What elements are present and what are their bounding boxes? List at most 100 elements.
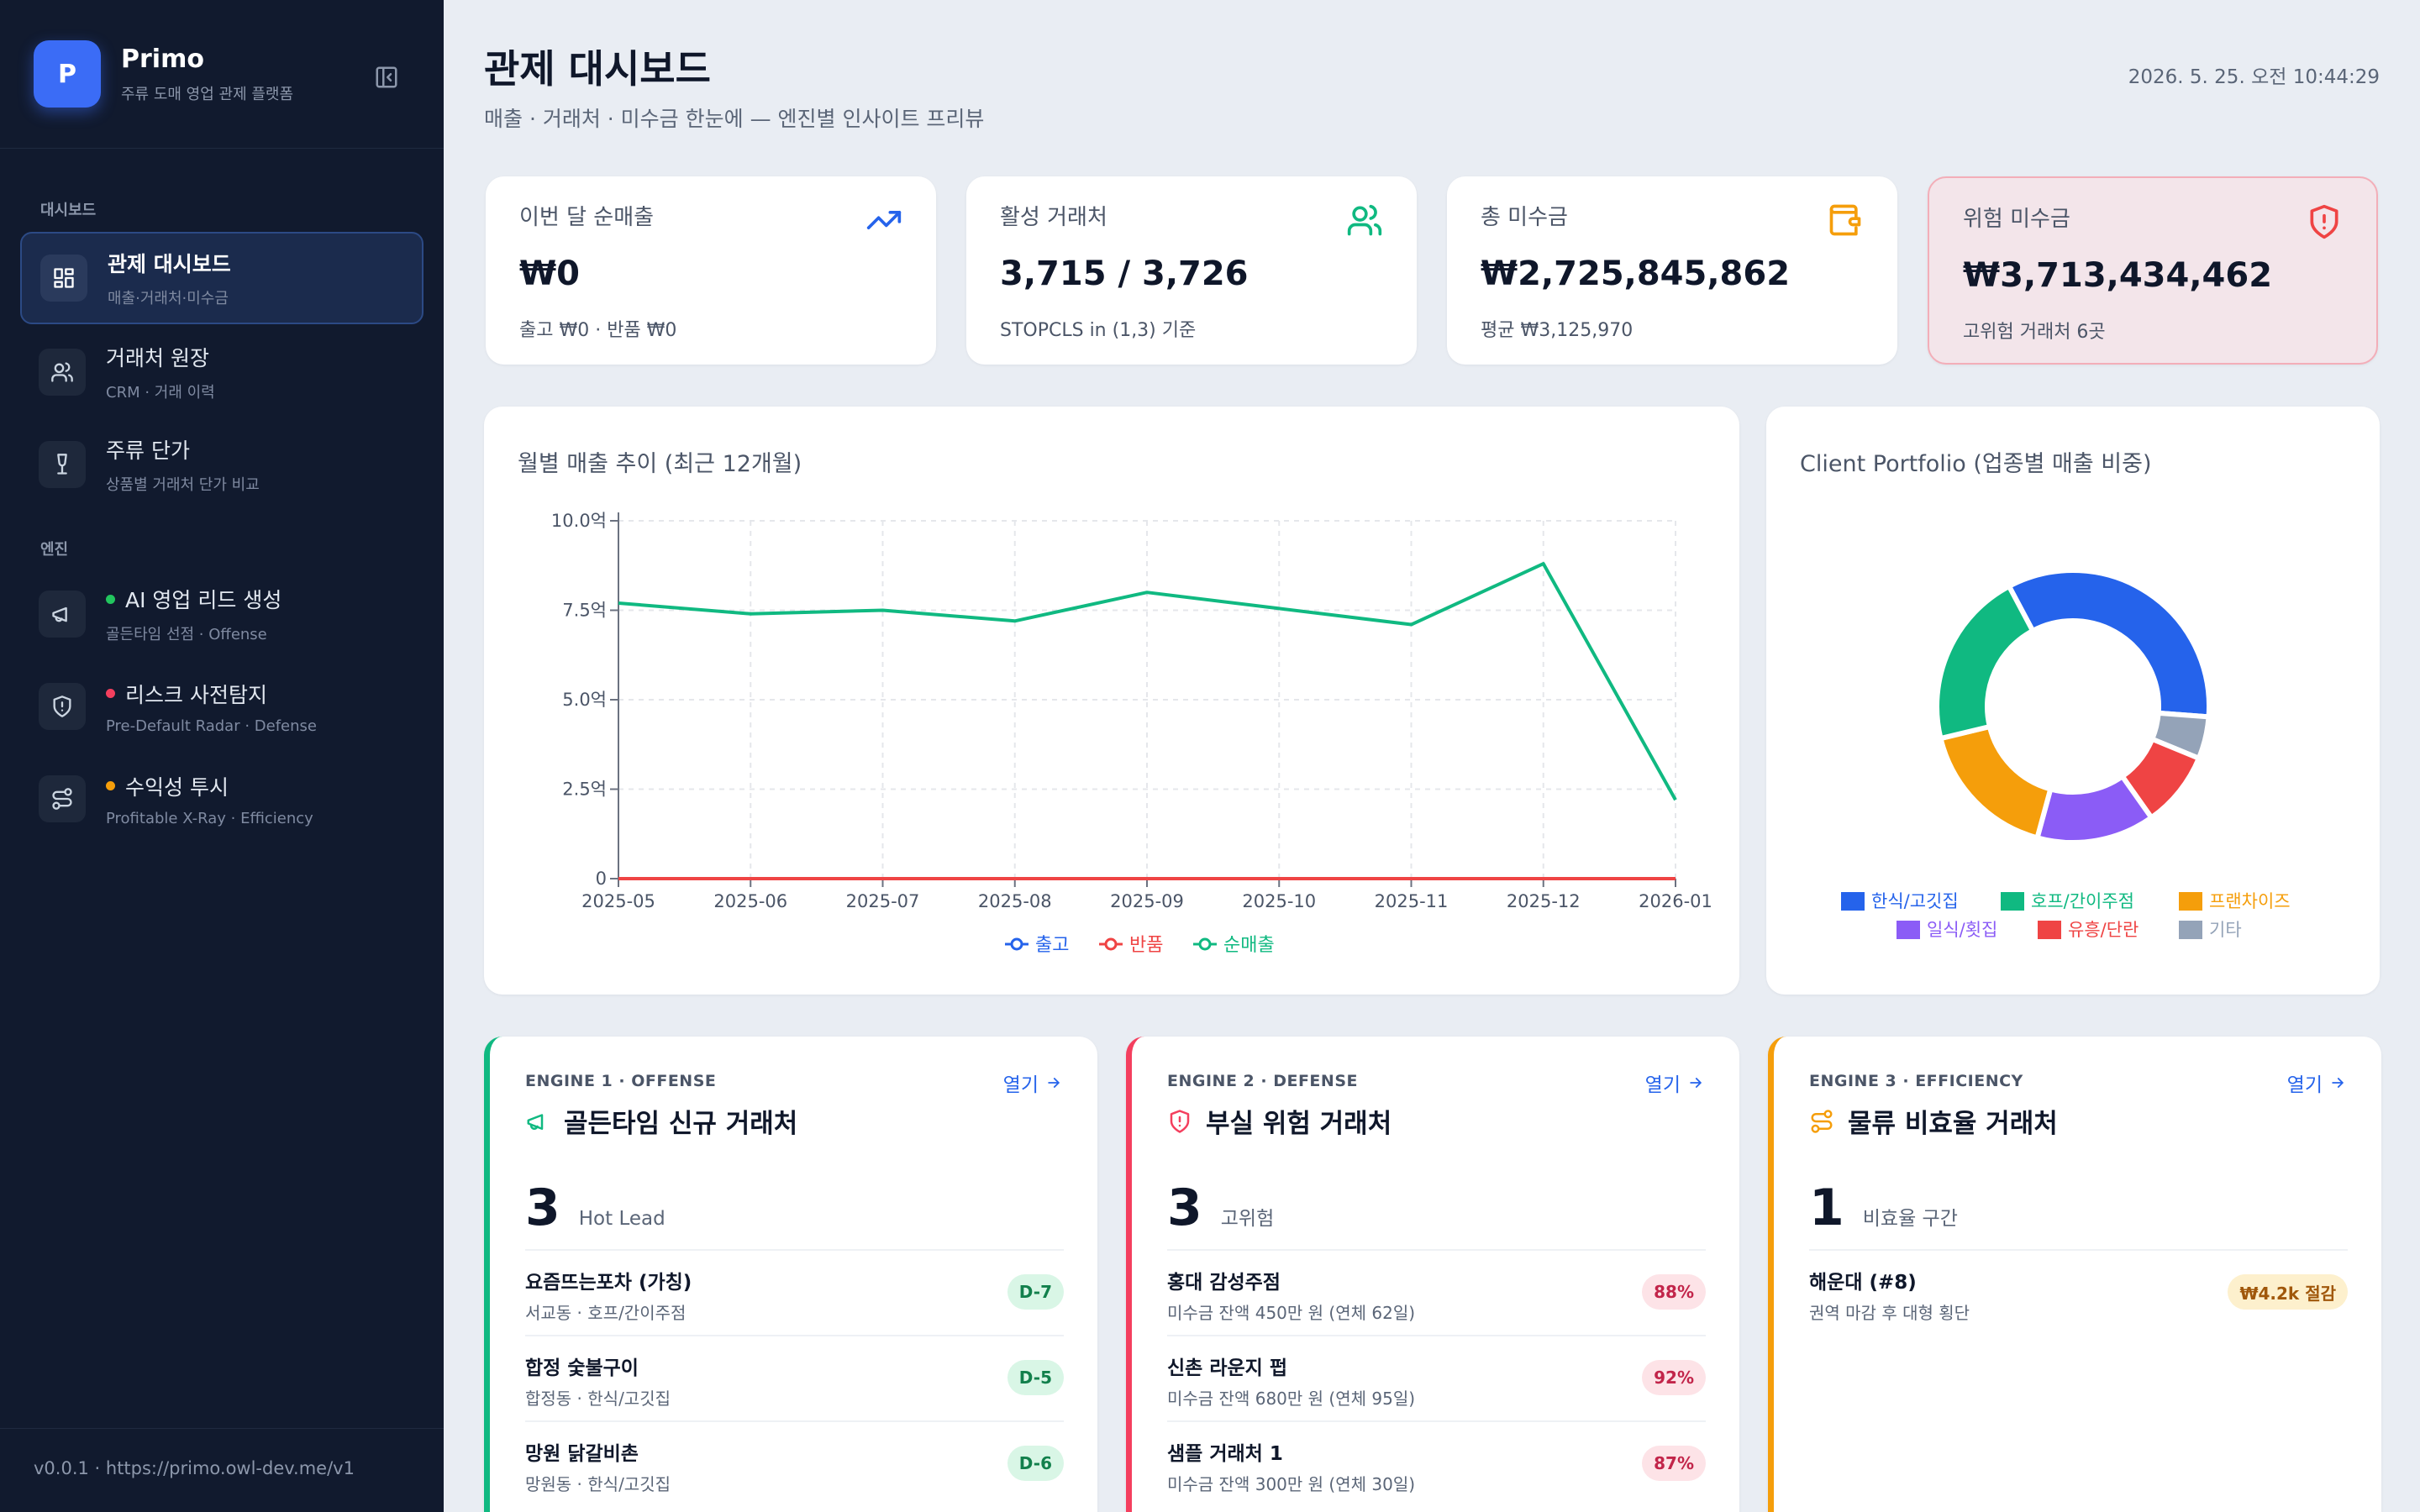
x-tick-label: 2025-07 [846, 891, 920, 911]
section-label-dashboard: 대시보드 [40, 202, 97, 219]
legend-swatch [1897, 921, 1920, 939]
open-label: 열기 [2286, 1074, 2323, 1096]
kpi-foot: 평균 ₩3,125,970 [1481, 320, 1634, 341]
legend-label: 프랜차이즈 [2209, 891, 2291, 911]
client-name: 요즘뜨는포차 (가칭) [525, 1272, 692, 1294]
sidebar-item-ai-leads[interactable]: AI 영업 리드 생성 골든타임 선점 · Offense [20, 568, 424, 660]
pie-slice-한식/고깃집 [2005, 568, 2212, 720]
open-link[interactable]: 열기 [2287, 1068, 2346, 1097]
route-icon [1811, 1109, 1833, 1133]
status-dot [106, 689, 115, 698]
open-label: 열기 [1002, 1074, 1039, 1096]
megaphone-icon [39, 591, 86, 638]
client-meta: 합정동 · 한식/고깃집 [525, 1389, 671, 1409]
wine-glass-icon [39, 441, 86, 488]
engine-list: 홍대 감성주점 미수금 잔액 450만 원 (연체 62일) 88% 신촌 라운… [1167, 1249, 1706, 1506]
client-name: 홍대 감성주점 [1167, 1272, 1281, 1294]
x-tick-label: 2026-01 [1639, 891, 1712, 911]
status-badge: 87% [1642, 1446, 1706, 1481]
version-text[interactable]: v0.0.1 · https://primo.owl-dev.me/v1 [34, 1458, 355, 1478]
legend-label: 유흥/단란 [2068, 920, 2139, 940]
pie-slice-호프/간이주점 [1934, 582, 2037, 742]
sidebar-item-sub: 매출·거래처·미수금 [108, 290, 229, 307]
kpi-card-risk-receivables: 위험 미수금 ₩3,713,434,462 고위험 거래처 6곳 [1928, 176, 2378, 365]
sidebar-item-label: 거래처 원장 [106, 346, 209, 370]
list-item[interactable]: 샘플 거래처 1 미수금 잔액 300만 원 (연체 30일) 87% [1167, 1420, 1706, 1506]
x-tick-label: 2025-05 [581, 891, 655, 911]
status-badge: D-6 [1007, 1446, 1064, 1481]
client-name: 신촌 라운지 펍 [1167, 1357, 1287, 1379]
list-item[interactable]: 합정 숯불구이 합정동 · 한식/고깃집 D-5 [525, 1335, 1064, 1420]
sidebar-item-sub: CRM · 거래 이력 [106, 384, 215, 402]
list-item[interactable]: 신촌 라운지 펍 미수금 잔액 680만 원 (연체 95일) 92% [1167, 1335, 1706, 1420]
sidebar-item-clients[interactable]: 거래처 원장 CRM · 거래 이력 [20, 326, 424, 418]
y-tick-label: 0 [596, 869, 607, 889]
client-meta: 망원동 · 한식/고깃집 [525, 1474, 671, 1494]
status-badge: D-5 [1007, 1360, 1064, 1395]
wallet-icon [1829, 204, 1861, 236]
sidebar-item-label: AI 영업 리드 생성 [125, 588, 282, 612]
engine-list: 요즘뜨는포차 (가칭) 서교동 · 호프/간이주점 D-7 합정 숯불구이 합정… [525, 1249, 1064, 1506]
shield-alert-icon [2310, 204, 2338, 239]
sidebar-item-dashboard[interactable]: 관제 대시보드 매출·거래처·미수금 [20, 232, 424, 324]
kpi-card-receivables: 총 미수금 ₩2,725,845,862 평균 ₩3,125,970 [1447, 176, 1897, 365]
open-link[interactable]: 열기 [1003, 1068, 1062, 1097]
sidebar-item-sub: Pre-Default Radar · Defense [106, 717, 317, 735]
engine-tag: ENGINE 2 · DEFENSE [1167, 1072, 1358, 1090]
engine-tag: ENGINE 1 · OFFENSE [525, 1072, 717, 1090]
kpi-foot: 출고 ₩0 · 반품 ₩0 [519, 320, 677, 341]
arrow-right-icon [1690, 1078, 1702, 1088]
engine-count: 1 [1809, 1179, 1844, 1237]
engine-title: 물류 비효율 거래처 [1848, 1109, 2058, 1139]
legend-marker [1104, 937, 1118, 951]
page-title: 관제 대시보드 [484, 46, 711, 92]
sidebar-collapse-button[interactable] [370, 60, 403, 94]
users-icon [39, 349, 86, 396]
brand-name: Primo [121, 44, 204, 74]
engine-unit: 고위험 [1220, 1208, 1275, 1230]
sidebar-item-risk[interactable]: 리스크 사전탐지 Pre-Default Radar · Defense [20, 660, 424, 753]
client-name: 합정 숯불구이 [525, 1357, 639, 1379]
engine-unit: 비효율 구간 [1862, 1208, 1958, 1230]
section-label-engine: 엔진 [40, 541, 69, 559]
legend-swatch [2038, 921, 2061, 939]
brand[interactable]: P Primo 주류 도매 영업 관제 플랫폼 [34, 40, 293, 108]
list-item[interactable]: 망원 닭갈비촌 망원동 · 한식/고깃집 D-6 [525, 1420, 1064, 1506]
sidebar-item-prices[interactable]: 주류 단가 상품별 거래처 단가 비교 [20, 418, 424, 511]
sidebar: P Primo 주류 도매 영업 관제 플랫폼 대시보드 관제 대시보드 매출·… [0, 0, 444, 1512]
sidebar-item-label: 관제 대시보드 [108, 252, 231, 276]
legend-label: 출고 [1035, 935, 1069, 956]
list-item[interactable]: 요즘뜨는포차 (가칭) 서교동 · 호프/간이주점 D-7 [525, 1249, 1064, 1335]
sidebar-item-label: 수익성 투시 [125, 774, 229, 800]
chart-title: 월별 매출 추이 (최근 12개월) [518, 451, 802, 477]
kpi-value: 3,715 / 3,726 [1000, 255, 1249, 293]
status-dot [106, 781, 115, 790]
route-icon [39, 775, 86, 822]
y-tick-label: 5.0억 [562, 690, 607, 710]
engine-count: 3 [1167, 1179, 1202, 1237]
brand-subtitle: 주류 도매 영업 관제 플랫폼 [121, 85, 294, 103]
sidebar-item-profit[interactable]: 수익성 투시 Profitable X-Ray · Efficiency [20, 753, 424, 845]
client-name: 해운대 (#8) [1809, 1272, 1917, 1294]
open-link[interactable]: 열기 [1645, 1068, 1704, 1097]
sidebar-item-label: 리스크 사전탐지 [125, 682, 267, 707]
kpi-card-net-sales: 이번 달 순매출 ₩0 출고 ₩0 · 반품 ₩0 [486, 176, 936, 365]
engine-list: 해운대 (#8) 권역 마감 후 대형 횡단 ₩4.2k 절감 [1809, 1249, 2348, 1335]
legend-label: 한식/고깃집 [1871, 891, 1959, 911]
monthly-sales-chart-card: 월별 매출 추이 (최근 12개월) 0 2.5억 5.0억 7.5억 10.0억 202… [484, 407, 1739, 995]
engine-count: 3 [525, 1179, 560, 1237]
list-item[interactable]: 홍대 감성주점 미수금 잔액 450만 원 (연체 62일) 88% [1167, 1249, 1706, 1335]
legend-label: 일식/횟집 [1927, 920, 1997, 940]
sidebar-item-sub: 상품별 거래처 단가 비교 [106, 476, 260, 494]
list-item[interactable]: 해운대 (#8) 권역 마감 후 대형 횡단 ₩4.2k 절감 [1809, 1249, 2348, 1335]
arrow-right-icon [1048, 1078, 1060, 1088]
kpi-foot: 고위험 거래처 6곳 [1963, 322, 2106, 343]
x-tick-label: 2025-12 [1507, 891, 1581, 911]
kpi-foot: STOPCLS in (1,3) 기준 [1000, 320, 1197, 341]
pie-slice-프랜차이즈 [1937, 723, 2054, 842]
client-meta: 권역 마감 후 대형 횡단 [1809, 1303, 1970, 1323]
panel-left-icon [376, 66, 397, 88]
x-tick-label: 2025-11 [1375, 891, 1449, 911]
brand-logo: P [34, 40, 101, 108]
legend-marker [1198, 937, 1212, 951]
